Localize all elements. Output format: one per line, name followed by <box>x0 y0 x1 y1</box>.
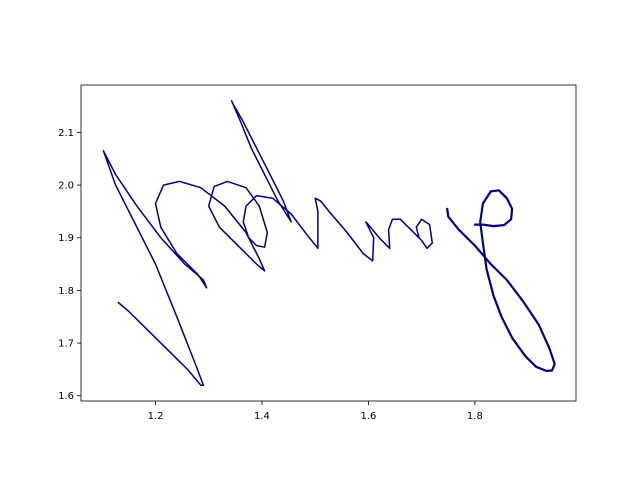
x-tick-label: 1.2 <box>148 411 164 422</box>
y-tick-label: 1.8 <box>58 286 74 297</box>
y-tick-label: 1.9 <box>58 233 74 244</box>
x-tick-label: 1.8 <box>467 411 483 422</box>
series-line-1 <box>102 150 434 386</box>
y-tick-label: 2.1 <box>58 128 74 139</box>
y-tick-label: 1.7 <box>58 339 74 350</box>
x-tick-label: 1.6 <box>360 411 376 422</box>
plot-frame <box>80 84 577 402</box>
x-tick-label: 1.4 <box>254 411 270 422</box>
y-tick-label: 2.0 <box>58 181 74 192</box>
series-line-2 <box>230 100 292 223</box>
series-line-3 <box>446 189 556 373</box>
ticks-layer: 1.2 1.4 1.6 1.8 1.6 1.7 1.8 1.9 2.0 2.1 <box>58 128 483 422</box>
y-tick-label: 1.6 <box>58 391 74 402</box>
series-layer <box>102 100 556 386</box>
